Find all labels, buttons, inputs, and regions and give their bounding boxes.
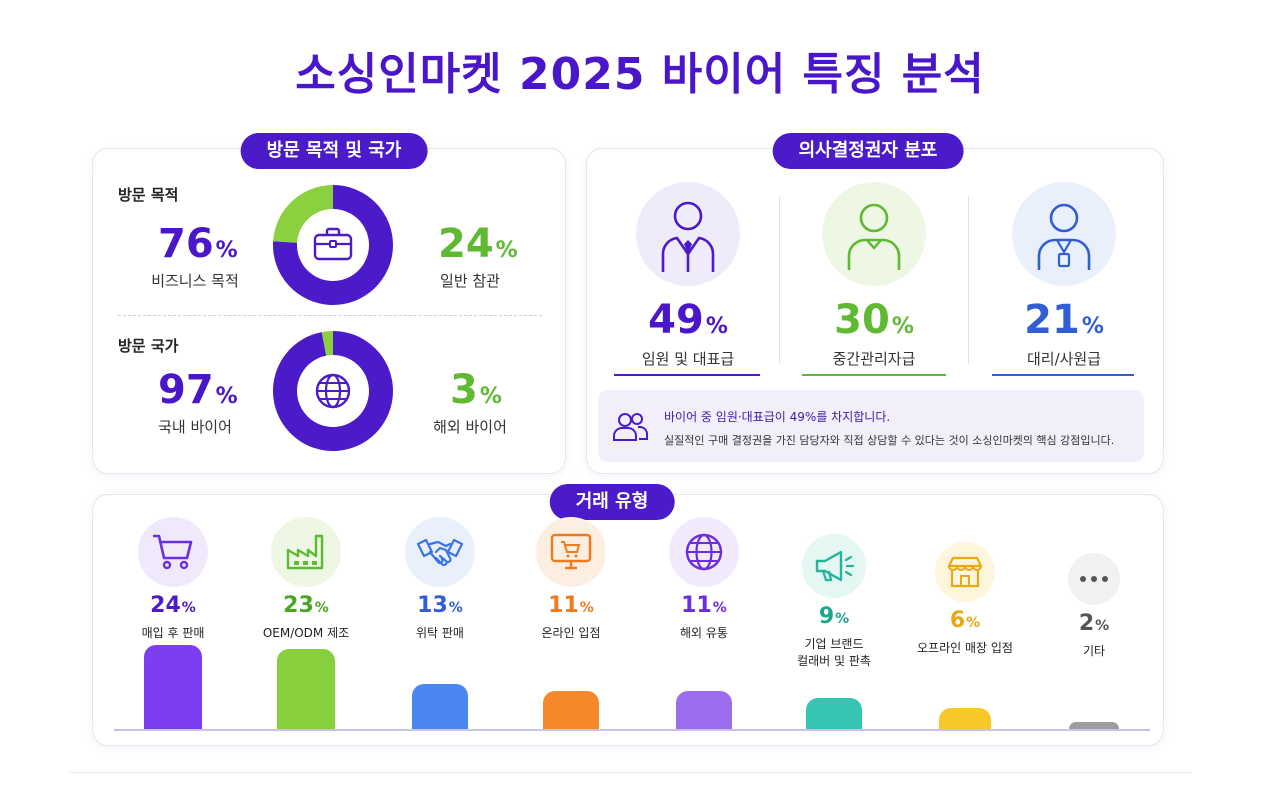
megaphone-icon <box>802 534 866 598</box>
bar-value: 24% <box>150 593 196 618</box>
note-line-1: 바이어 중 임원·대표급이 49%를 차지합니다. <box>664 410 891 424</box>
bar-label-group: 9% 기업 브랜드 컬래버 및 판촉 <box>764 606 904 670</box>
bar-0 <box>144 645 202 729</box>
bar-label-group: 11% 해외 유통 <box>634 595 774 642</box>
footer-line <box>68 772 1192 773</box>
bar-value: 13% <box>417 593 463 618</box>
bar-value: 11% <box>548 593 594 618</box>
decision-value-manager: 30% <box>834 297 914 343</box>
bar-value: 6% <box>949 608 981 633</box>
chart-baseline <box>114 729 1150 731</box>
country-donut-chart <box>273 331 393 451</box>
more-icon <box>1068 553 1120 605</box>
decision-value-executive: 49% <box>648 297 728 343</box>
bar-category-label: 기업 브랜드 컬래버 및 판촉 <box>797 637 871 668</box>
bar-5 <box>806 697 862 729</box>
visit-header: 방문 목적 및 국가 <box>240 133 428 169</box>
people-icon <box>613 413 648 441</box>
bar-category-label: 매입 후 판매 <box>141 626 205 640</box>
column-divider <box>779 196 780 364</box>
factory-icon <box>271 517 341 587</box>
bar-1 <box>277 648 335 729</box>
donut-slice-business <box>273 185 393 305</box>
decision-caption-manager: 중간관리자급 <box>832 350 916 368</box>
handshake-icon <box>405 517 475 587</box>
globe-icon <box>315 373 351 409</box>
decision-underline-staff <box>992 374 1134 376</box>
purpose-primary-value: 76% <box>158 221 238 267</box>
decision-caption-staff: 대리/사원급 <box>1026 350 1102 368</box>
cart-icon <box>138 517 208 587</box>
divider <box>118 315 542 316</box>
bar-value: 9% <box>818 604 850 629</box>
bar-label-group: 24% 매입 후 판매 <box>103 595 243 642</box>
monitor-cart-icon <box>536 517 606 587</box>
decision-note <box>598 390 1144 462</box>
donut-slice-overseas <box>321 331 333 356</box>
executive-icon <box>636 182 740 286</box>
bar-category-label: OEM/ODM 제조 <box>262 626 350 640</box>
bar-label-group: 2% 기타 <box>1024 613 1164 660</box>
bar-3 <box>543 690 599 729</box>
purpose-secondary-caption: 일반 참관 <box>440 272 500 290</box>
country-secondary-caption: 해외 바이어 <box>433 418 507 436</box>
country-primary-value: 97% <box>158 367 238 413</box>
bar-label-group: 11% 온라인 입점 <box>501 595 641 642</box>
country-primary-caption: 국내 바이어 <box>158 418 232 436</box>
bar-value: 23% <box>283 593 329 618</box>
purpose-secondary-value: 24% <box>438 221 518 267</box>
briefcase-icon <box>313 227 353 261</box>
staff-badge-icon <box>1012 182 1116 286</box>
country-label: 방문 국가 <box>118 337 179 355</box>
bar-7 <box>1069 722 1119 729</box>
purpose-donut-chart <box>273 185 393 305</box>
country-secondary-value: 3% <box>450 367 502 413</box>
bar-6 <box>939 708 991 729</box>
decision-value-staff: 21% <box>1024 297 1104 343</box>
page-title: 소싱인마켓 2025 바이어 특징 분석 <box>295 49 985 100</box>
decision-underline-executive <box>614 374 760 376</box>
bar-value: 2% <box>1078 611 1110 636</box>
bar-category-label: 온라인 입점 <box>541 626 601 640</box>
trade-header: 거래 유형 <box>549 484 675 520</box>
bar-label-group: 6% 오프라인 매장 입점 <box>895 610 1035 657</box>
donut-slice-general <box>273 185 333 243</box>
bar-label-group: 23% OEM/ODM 제조 <box>236 595 376 642</box>
decision-header: 의사결정권자 분포 <box>772 133 964 169</box>
bar-category-label: 위탁 판매 <box>416 626 464 640</box>
manager-icon <box>822 182 926 286</box>
purpose-primary-caption: 비즈니스 목적 <box>151 272 239 290</box>
bar-category-label: 오프라인 매장 입점 <box>917 641 1013 655</box>
column-divider <box>968 196 969 364</box>
bar-4 <box>676 690 732 729</box>
bar-label-group: 13% 위탁 판매 <box>370 595 510 642</box>
bar-category-label: 해외 유통 <box>680 626 728 640</box>
trade-panel <box>92 494 1164 746</box>
decision-caption-executive: 임원 및 대표급 <box>641 350 735 368</box>
bar-value: 11% <box>681 593 727 618</box>
bar-category-label: 기타 <box>1082 644 1106 658</box>
note-line-2: 실질적인 구매 결정권을 가진 담당자와 직접 상담할 수 있다는 것이 소싱인… <box>664 434 1115 447</box>
purpose-label: 방문 목적 <box>118 186 179 204</box>
bar-2 <box>412 683 468 729</box>
globe-icon <box>669 517 739 587</box>
store-icon <box>935 542 995 602</box>
decision-underline-manager <box>802 374 946 376</box>
donut-slice-domestic <box>273 331 393 451</box>
